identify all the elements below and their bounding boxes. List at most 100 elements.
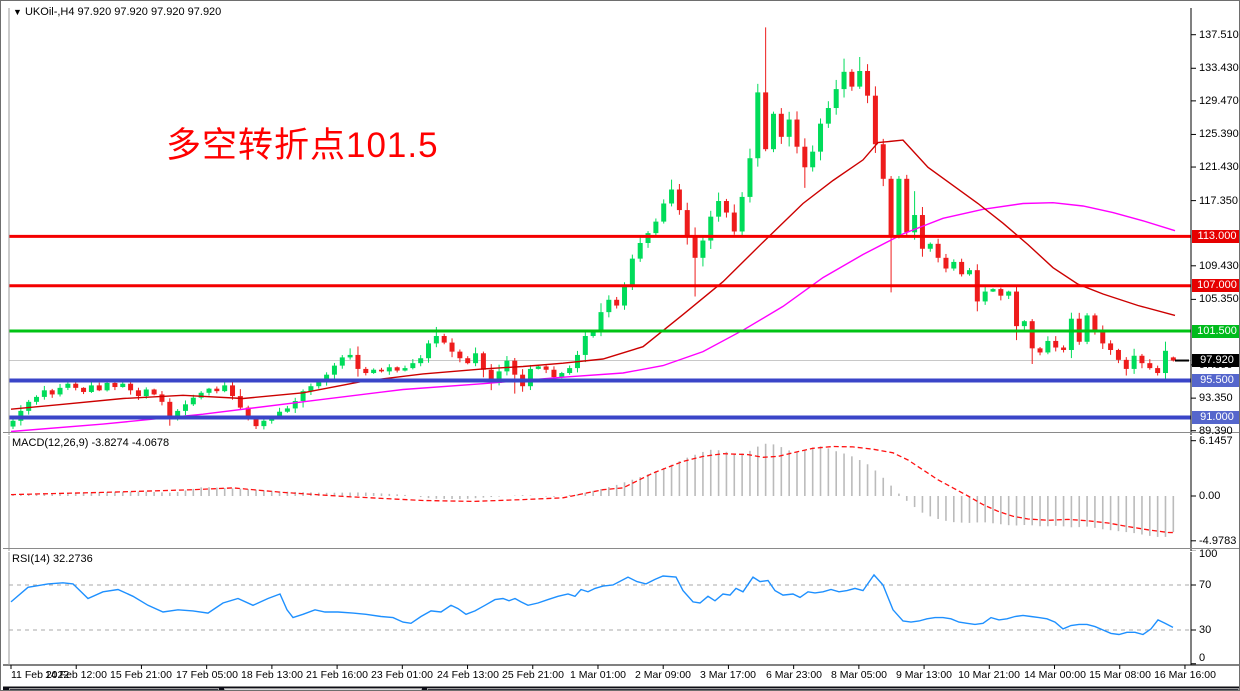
candle-bearish — [135, 390, 141, 397]
candle-bullish — [1021, 321, 1027, 327]
candle-bullish — [739, 196, 745, 232]
candle-bearish — [465, 358, 471, 364]
bottom-tab[interactable] — [9, 688, 219, 690]
candle-bullish — [300, 391, 306, 402]
candle-bullish — [645, 233, 651, 244]
candle-bullish — [559, 373, 565, 378]
candle-bearish — [394, 367, 400, 371]
rsi-indicator-label: RSI(14) 32.2736 — [12, 553, 93, 565]
price-axis-tick: 125.390 — [1199, 128, 1239, 140]
time-axis-label: 14 Feb 12:00 — [45, 669, 107, 681]
candle-bearish — [488, 369, 494, 383]
candle-bearish — [1014, 291, 1020, 327]
candle-bullish — [629, 258, 635, 286]
candle-bearish — [457, 351, 463, 359]
candle-bullish — [324, 374, 330, 383]
candle-bullish — [347, 354, 353, 358]
panel-separator-rsi[interactable] — [3, 548, 1239, 552]
candle-bullish — [1045, 340, 1051, 353]
candle-bullish — [473, 353, 479, 364]
candle-bullish — [26, 401, 32, 411]
macd-indicator-label: MACD(12,26,9) -3.8274 -4.0678 — [12, 437, 170, 449]
candle-bullish — [833, 89, 839, 109]
time-axis-label: 18 Feb 13:00 — [241, 669, 303, 681]
candle-bullish — [951, 261, 957, 269]
chart-title: ▼ UKOil-,H4 97.920 97.920 97.920 97.920 — [13, 6, 221, 18]
candle-bullish — [433, 336, 439, 344]
candle-bullish — [896, 178, 902, 237]
candle-bullish — [825, 108, 831, 124]
price-axis-tick: 137.510 — [1199, 29, 1239, 41]
candle-bullish — [622, 285, 628, 306]
rsi-axis-tick: 0 — [1199, 652, 1206, 664]
price-chart-canvas[interactable] — [3, 3, 1240, 691]
panel-separator-macd[interactable] — [3, 432, 1239, 436]
price-level-tag: 101.500 — [1192, 325, 1239, 338]
candle-bearish — [96, 385, 102, 391]
bottom-tab-active[interactable] — [224, 688, 422, 690]
candle-bearish — [865, 70, 871, 96]
symbol-dropdown-icon[interactable]: ▼ — [13, 7, 22, 17]
candle-bearish — [849, 71, 855, 87]
candle-bullish — [190, 397, 196, 405]
candle-bearish — [919, 215, 925, 249]
candle-bearish — [378, 369, 384, 372]
ma-slow-line — [10, 201, 1176, 433]
rsi-axis-tick: 70 — [1199, 579, 1212, 591]
candle-bearish — [763, 92, 769, 150]
candle-bearish — [151, 389, 157, 395]
candle-bullish — [527, 368, 533, 387]
candle-bearish — [1092, 315, 1098, 332]
candle-bearish — [692, 235, 698, 258]
time-axis-label: 2 Mar 09:00 — [634, 669, 692, 681]
rsi-axis-tick: 30 — [1199, 624, 1212, 636]
time-axis-label: 9 Mar 13:00 — [895, 669, 953, 681]
candle-bullish — [261, 420, 267, 427]
candle-bullish — [277, 411, 283, 417]
time-axis-label: 3 Mar 17:00 — [699, 669, 757, 681]
candle-bullish — [810, 151, 816, 168]
candle-bullish — [1131, 355, 1137, 369]
candle-bullish — [786, 119, 792, 137]
candle-bullish — [927, 243, 933, 249]
ma-fast-line — [10, 139, 1176, 410]
candle-bullish — [418, 358, 424, 364]
time-axis-label: 6 Mar 23:00 — [765, 669, 823, 681]
candle-bullish — [982, 291, 988, 302]
time-axis-label: 25 Feb 21:00 — [502, 669, 564, 681]
candle-bearish — [794, 119, 800, 147]
candle-bearish — [1053, 340, 1059, 348]
macd-axis-tick: 0.00 — [1199, 490, 1221, 502]
price-axis-tick: 109.430 — [1199, 260, 1239, 272]
macd-axis-tick: 6.1457 — [1199, 435, 1233, 447]
candle-bearish — [1037, 348, 1043, 353]
candle-bullish — [582, 336, 588, 355]
candle-bullish — [88, 385, 94, 392]
candle-bearish — [245, 407, 251, 420]
bottom-tab[interactable] — [427, 688, 1239, 690]
candle-bearish — [959, 261, 965, 275]
candle-bullish — [504, 360, 510, 372]
candle-bearish — [73, 383, 79, 388]
candle-bearish — [998, 289, 1004, 296]
candle-bullish — [755, 92, 761, 159]
candle-bearish — [363, 368, 369, 374]
candle-bullish — [222, 385, 228, 392]
candle-bearish — [943, 257, 949, 269]
candle-bullish — [598, 312, 604, 332]
price-level-tag: 91.000 — [1192, 411, 1239, 424]
candle-bearish — [935, 243, 941, 258]
candle-bullish — [198, 392, 204, 398]
candle-bearish — [904, 178, 910, 233]
time-axis-label: 1 Mar 01:00 — [569, 669, 627, 681]
time-axis-label: 24 Feb 13:00 — [437, 669, 499, 681]
time-axis-label: 15 Feb 21:00 — [110, 669, 172, 681]
candle-bullish — [1084, 315, 1090, 342]
candle-bullish — [410, 363, 416, 369]
current-price-tag: 97.920 — [1192, 354, 1239, 367]
candle-bearish — [441, 336, 447, 343]
candle-bearish — [1029, 321, 1035, 349]
rsi-axis-tick: 100 — [1199, 548, 1218, 560]
candle-bearish — [214, 388, 220, 392]
